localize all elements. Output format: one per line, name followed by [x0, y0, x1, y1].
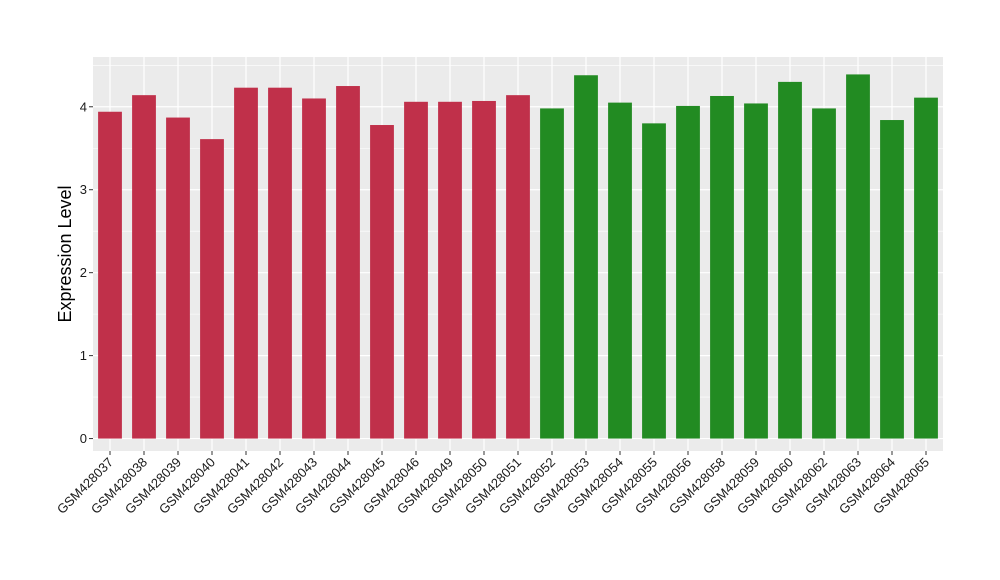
bar-GSM428043 [302, 98, 326, 439]
bar-GSM428037 [98, 111, 122, 439]
bar-GSM428052 [540, 108, 564, 439]
y-tick-label: 3 [80, 182, 87, 197]
y-tick-label: 0 [80, 431, 87, 446]
bar-GSM428054 [608, 102, 632, 439]
bar-GSM428044 [336, 86, 360, 439]
bar-GSM428045 [370, 125, 394, 439]
y-axis: 0 1 2 3 4 [80, 99, 93, 446]
bar-GSM428064 [880, 120, 904, 439]
bar-GSM428053 [574, 75, 598, 439]
bar-GSM428038 [132, 95, 156, 439]
bar-GSM428050 [472, 100, 496, 439]
bar-GSM428049 [438, 101, 462, 439]
y-tick-label: 4 [80, 99, 87, 114]
bar-GSM428060 [778, 81, 802, 439]
bar-GSM428046 [404, 101, 428, 439]
bar-GSM428039 [166, 117, 190, 439]
x-axis: GSM428037GSM428038GSM428039GSM428040GSM4… [54, 451, 932, 517]
y-tick-label: 2 [80, 265, 87, 280]
bar-GSM428041 [234, 87, 258, 439]
y-axis-title: Expression Level [55, 185, 75, 322]
bar-GSM428063 [846, 74, 870, 439]
bar-GSM428062 [812, 108, 836, 439]
bar-GSM428051 [506, 95, 530, 439]
bars [98, 74, 938, 439]
bar-GSM428042 [268, 87, 292, 439]
bar-GSM428059 [744, 103, 768, 439]
bar-GSM428058 [710, 95, 734, 439]
y-tick-label: 1 [80, 348, 87, 363]
bar-GSM428056 [676, 105, 700, 439]
bar-GSM428065 [914, 97, 938, 439]
bar-GSM428055 [642, 123, 666, 439]
bar-GSM428040 [200, 139, 224, 439]
